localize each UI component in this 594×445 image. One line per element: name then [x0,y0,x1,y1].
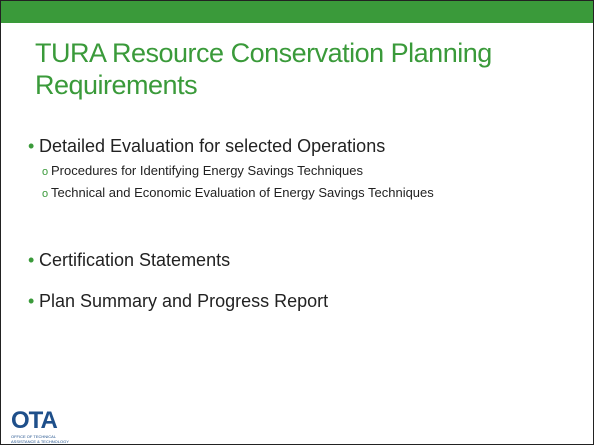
sub-bullet: Procedures for Identifying Energy Saving… [42,163,551,180]
logo: OTA [11,407,58,434]
bullet: Certification Statements [28,250,230,271]
header-bar [1,1,593,23]
sub-bullet: Technical and Economic Evaluation of Ene… [42,185,551,202]
bullet: Detailed Evaluation for selected Operati… [28,136,385,157]
bullet: Plan Summary and Progress Report [28,291,328,312]
logo-caption: OFFICE OF TECHNICAL ASSISTANCE & TECHNOL… [11,434,69,444]
slide-title: TURA Resource Conservation Planning Requ… [35,38,492,100]
